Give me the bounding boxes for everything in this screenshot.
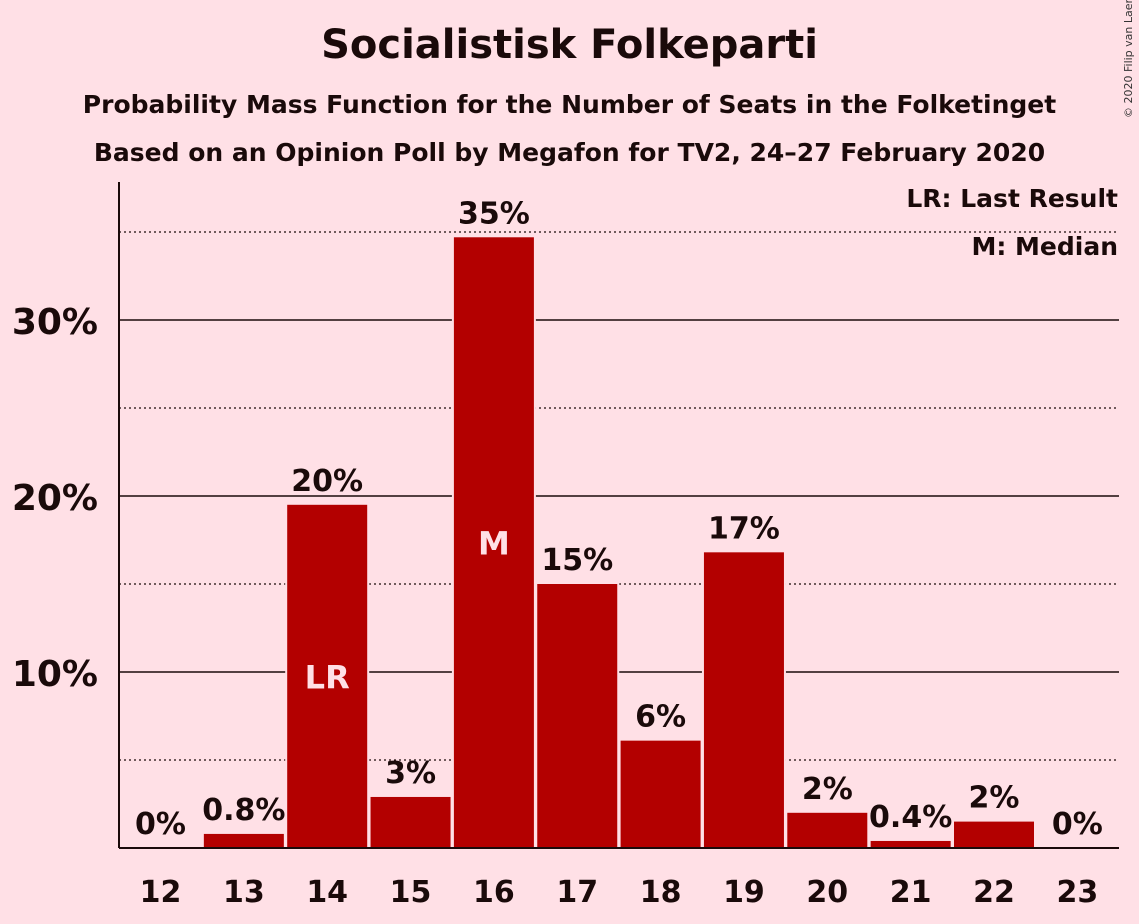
data-label: 2% [969, 781, 1020, 816]
data-label: 35% [458, 196, 530, 231]
x-tick-label: 13 [223, 875, 265, 910]
x-tick-label: 19 [723, 875, 765, 910]
x-tick-label: 12 [140, 875, 182, 910]
y-tick-label: 30% [12, 302, 98, 343]
bar-seats-22 [954, 821, 1034, 848]
bar-seats-18 [620, 740, 701, 848]
y-tick-label: 10% [12, 654, 98, 695]
bar-seats-14 [287, 504, 368, 848]
bar-seats-21 [870, 840, 951, 848]
data-label: 0% [1052, 807, 1103, 842]
data-label: 17% [708, 511, 780, 546]
bar-seats-16 [453, 237, 534, 848]
legend-last-result: LR: Last Result [906, 184, 1118, 213]
chart-subtitle: Probability Mass Function for the Number… [82, 90, 1057, 119]
bar-seats-17 [537, 584, 618, 848]
x-tick-label: 23 [1056, 875, 1098, 910]
bar-seats-13 [203, 833, 284, 848]
x-tick-label: 21 [890, 875, 932, 910]
data-label: 0.4% [869, 800, 952, 835]
data-label: 2% [802, 772, 853, 807]
x-tick-label: 15 [390, 875, 432, 910]
data-label: 6% [635, 700, 686, 735]
chart-subtitle-source: Based on an Opinion Poll by Megafon for … [93, 138, 1046, 167]
x-tick-label: 17 [556, 875, 598, 910]
bar-seats-19 [703, 552, 784, 848]
data-label: 0% [135, 807, 186, 842]
data-label: 3% [385, 756, 436, 791]
bar-seats-15 [370, 796, 451, 848]
data-label: 20% [291, 464, 363, 499]
marker-label-m: M [478, 525, 510, 563]
x-tick-label: 14 [306, 875, 348, 910]
x-tick-label: 16 [473, 875, 515, 910]
data-label: 0.8% [202, 793, 285, 828]
bar-seats-20 [787, 812, 868, 848]
chart-title: Socialistisk Folkeparti [321, 22, 818, 68]
x-tick-label: 18 [640, 875, 682, 910]
data-label: 15% [541, 543, 613, 578]
y-tick-label: 20% [12, 478, 98, 519]
x-tick-label: 20 [806, 875, 848, 910]
marker-label-lr: LR [305, 658, 350, 696]
legend-median: M: Median [971, 232, 1118, 261]
x-tick-label: 22 [973, 875, 1015, 910]
